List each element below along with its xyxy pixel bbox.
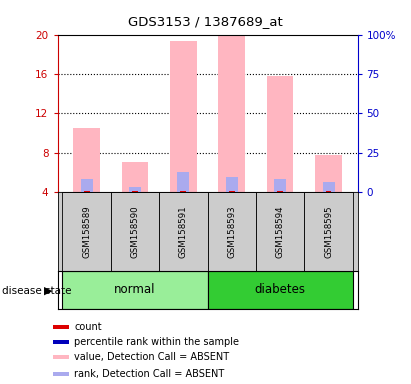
Text: GDS3153 / 1387689_at: GDS3153 / 1387689_at	[128, 15, 283, 28]
Bar	[178, 172, 189, 192]
Bar	[73, 128, 100, 192]
Bar	[62, 192, 111, 271]
Text: normal: normal	[114, 283, 156, 296]
Bar	[111, 192, 159, 271]
Bar	[53, 372, 69, 376]
Bar	[226, 177, 238, 192]
Text: disease state: disease state	[2, 286, 72, 296]
Text: percentile rank within the sample: percentile rank within the sample	[74, 337, 239, 347]
Bar	[122, 162, 148, 192]
Text: count: count	[74, 322, 102, 332]
Bar	[304, 192, 353, 271]
Text: value, Detection Call = ABSENT: value, Detection Call = ABSENT	[74, 352, 229, 362]
Text: GSM158591: GSM158591	[179, 205, 188, 258]
Text: GSM158595: GSM158595	[324, 205, 333, 258]
Text: diabetes: diabetes	[255, 283, 306, 296]
Bar	[53, 325, 69, 329]
Bar	[129, 187, 141, 192]
Bar	[132, 191, 138, 192]
Bar	[277, 191, 283, 192]
Bar	[323, 182, 335, 192]
Bar	[159, 192, 208, 271]
Bar	[256, 192, 304, 271]
Bar	[84, 191, 90, 192]
Text: rank, Detection Call = ABSENT: rank, Detection Call = ABSENT	[74, 369, 224, 379]
Text: GSM158590: GSM158590	[130, 205, 139, 258]
Text: GSM158589: GSM158589	[82, 205, 91, 258]
Bar	[81, 179, 92, 192]
Bar	[180, 191, 186, 192]
Bar	[53, 340, 69, 344]
Bar	[315, 155, 342, 192]
Bar	[274, 179, 286, 192]
Bar	[208, 192, 256, 271]
Bar	[170, 41, 197, 192]
Text: GSM158593: GSM158593	[227, 205, 236, 258]
Text: GSM158594: GSM158594	[276, 205, 285, 258]
Bar	[53, 355, 69, 359]
Bar	[229, 191, 235, 192]
Bar	[218, 35, 245, 192]
Bar	[62, 271, 208, 309]
Bar	[208, 271, 353, 309]
Bar	[326, 191, 331, 192]
Bar	[267, 76, 293, 192]
Text: ▶: ▶	[44, 286, 53, 296]
